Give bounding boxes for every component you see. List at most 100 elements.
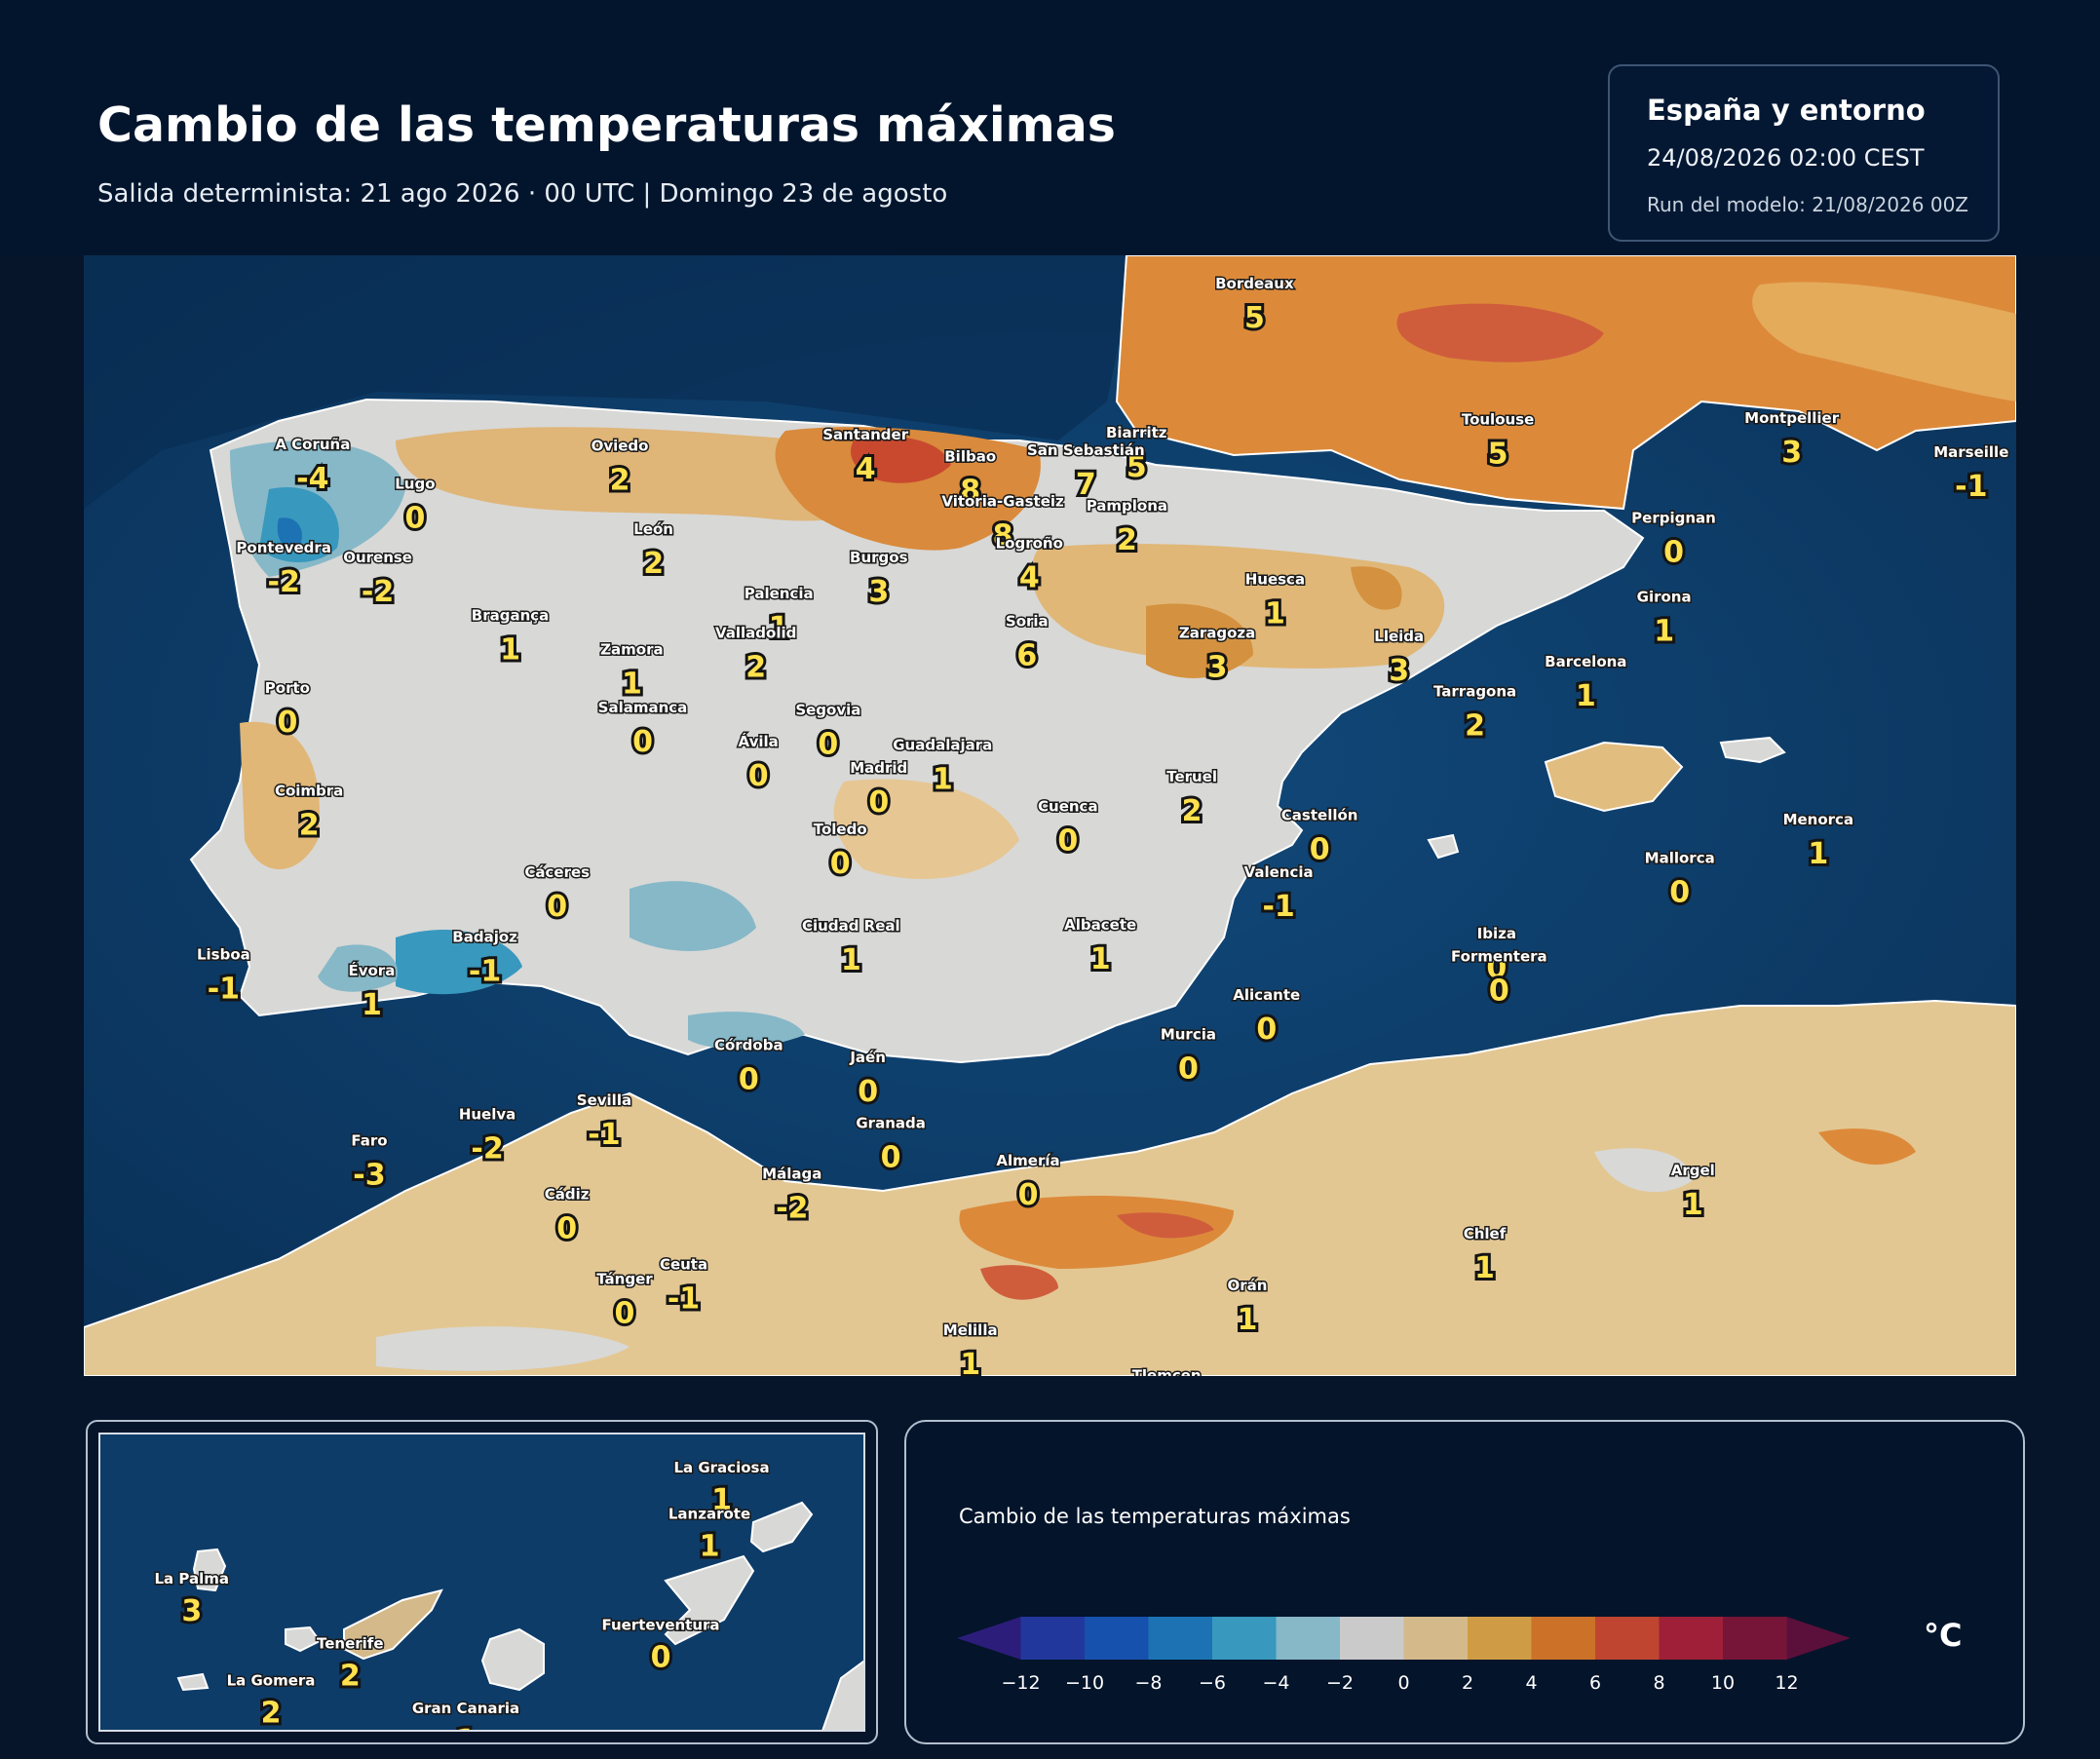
island-value-tenerife: 2	[340, 1660, 361, 1694]
island-name-la-gomera: La Gomera	[227, 1672, 316, 1690]
city-name-tarragona: Tarragona	[1433, 682, 1516, 700]
city-name-argel: Argel	[1671, 1162, 1715, 1179]
city-name-malaga: Málaga	[762, 1165, 821, 1182]
city-name-tlemcen: Tlemcen	[1132, 1366, 1202, 1376]
city-name-cadiz: Cádiz	[545, 1186, 590, 1204]
city-value-argel: 1	[1683, 1188, 1703, 1222]
legend-tick-label: −2	[1326, 1672, 1354, 1694]
canary-inset-map[interactable]: La Graciosa 1 Lanzarote 1 La Palma 3 Fuerteven…	[98, 1433, 865, 1732]
city-value-albacete: 1	[1090, 942, 1111, 976]
legend-swatch-3	[1148, 1617, 1213, 1660]
city-name-granada: Granada	[856, 1115, 926, 1132]
legend-colorbar: −12 −10 −8 −6 −4 −2 0 2 4 6 8 10 12	[957, 1617, 1851, 1694]
city-value-soria: 6	[1016, 638, 1037, 672]
legend-panel: Cambio de las temperaturas máximas −12 −1…	[904, 1420, 2025, 1744]
city-value-coimbra: 2	[299, 809, 320, 843]
city-value-ciudad-real: 1	[841, 943, 861, 977]
city-value-lleida: 3	[1389, 654, 1409, 688]
city-name-bilbao: Bilbao	[944, 448, 996, 466]
city-name-barcelona: Barcelona	[1545, 653, 1626, 670]
island-value-fuerteventura: 0	[651, 1641, 671, 1675]
city-name-cordoba: Córdoba	[714, 1037, 783, 1054]
main-map[interactable]: Bordeaux 5 Toulouse 5 Montpellier 3 Marseille -…	[84, 255, 2016, 1376]
city-value-huesca: 1	[1265, 597, 1285, 631]
city-value-almeria: 0	[1018, 1178, 1039, 1212]
info-region: España y entorno	[1647, 94, 1926, 127]
legend-unit: °C	[1924, 1617, 1963, 1654]
city-name-marseille: Marseille	[1933, 443, 2008, 461]
legend-tick-label: 0	[1397, 1672, 1409, 1694]
city-value-toledo: 0	[830, 847, 851, 881]
city-value-zamora: 1	[622, 668, 642, 702]
header-bar: Cambio de las temperaturas máximas Salid…	[0, 0, 2100, 255]
legend-arrow-high	[1786, 1617, 1851, 1660]
city-value-caceres: 0	[547, 890, 567, 924]
main-map-canvas[interactable]: Bordeaux 5 Toulouse 5 Montpellier 3 Marseille -…	[84, 255, 2016, 1376]
city-name-lleida: Lleida	[1374, 628, 1424, 645]
island-lanzarote	[749, 1501, 814, 1553]
city-name-melilla: Melilla	[943, 1321, 998, 1339]
city-value-menorca: 1	[1808, 837, 1828, 871]
city-name-jaen: Jaén	[849, 1049, 886, 1066]
anomaly-neutral-south	[376, 1326, 630, 1371]
anomaly-neutral-algeria	[1594, 1148, 1692, 1193]
city-name-albacete: Albacete	[1064, 916, 1136, 934]
city-name-teruel: Teruel	[1166, 768, 1217, 785]
city-name-biarritz: Biarritz	[1106, 424, 1167, 441]
canary-inset-panel: La Graciosa 1 Lanzarote 1 La Palma 3 Fuerteven…	[86, 1420, 878, 1744]
legend-swatch-11	[1659, 1617, 1724, 1660]
city-value-ceuta: -1	[668, 1282, 700, 1317]
land-north-africa	[84, 999, 2016, 1376]
land-menorca	[1719, 736, 1786, 764]
page-title: Cambio de las temperaturas máximas	[97, 97, 1116, 153]
city-value-leon: 2	[643, 547, 664, 581]
city-name-santander: Santander	[822, 426, 908, 443]
anomaly-cool-malaga	[688, 1012, 805, 1050]
island-value-lanzarote: 1	[700, 1530, 720, 1564]
anomaly-warm-east	[1818, 1128, 1916, 1166]
city-name-bordeaux: Bordeaux	[1215, 275, 1294, 292]
city-name-madrid: Madrid	[850, 759, 907, 777]
city-name-ceuta: Ceuta	[660, 1256, 707, 1274]
city-value-castellon: 0	[1310, 832, 1330, 866]
city-name-ibiza: Ibiza	[1477, 925, 1516, 942]
anomaly-mild-ciudadreal	[833, 779, 1019, 879]
legend-tick-label: −4	[1262, 1672, 1289, 1694]
city-value-lisboa: -1	[208, 972, 240, 1006]
city-name-porto: Porto	[265, 679, 310, 697]
anomaly-cool-cordoba	[630, 881, 756, 951]
city-name-toulouse: Toulouse	[1462, 410, 1534, 428]
city-value-huelva: -2	[471, 1132, 503, 1166]
city-name-chlef: Chlef	[1464, 1225, 1507, 1243]
city-value-ibiza: 0	[1486, 951, 1507, 985]
city-name-badajoz: Badajoz	[452, 928, 517, 945]
city-value-girona: 1	[1654, 615, 1674, 649]
legend-tick-label: −8	[1134, 1672, 1162, 1694]
city-value-oran: 1	[1238, 1303, 1258, 1337]
city-value-valencia: -1	[1262, 890, 1294, 924]
legend-tick-label: 8	[1653, 1672, 1664, 1694]
city-name-zaragoza: Zaragoza	[1179, 625, 1255, 642]
city-name-murcia: Murcia	[1161, 1025, 1216, 1043]
city-name-formentera: Formentera	[1451, 948, 1547, 966]
city-name-oviedo: Oviedo	[592, 437, 649, 454]
city-name-lugo: Lugo	[395, 476, 435, 493]
city-name-braganca: Bragança	[472, 607, 550, 625]
island-name-gran-canaria: Gran Canaria	[412, 1700, 519, 1717]
anomaly-mild-aragon	[1031, 544, 1445, 669]
city-value-biarritz: 5	[1126, 450, 1147, 484]
anomaly-colder-galicia	[277, 517, 302, 549]
land-mallorca	[1544, 741, 1684, 813]
anomaly-warm-ebro	[775, 427, 1041, 551]
legend-swatch-8	[1468, 1617, 1532, 1660]
city-name-segovia: Segovia	[795, 701, 860, 718]
city-name-soria: Soria	[1006, 612, 1049, 630]
city-value-ourense: -2	[362, 575, 394, 609]
island-la-gomera	[285, 1625, 322, 1653]
anomaly-warm-teruel	[1146, 603, 1253, 678]
anomaly-mild-coimbra	[240, 721, 320, 869]
city-value-sevilla: -1	[588, 1118, 620, 1152]
info-box: España y entorno 24/08/2026 02:00 CEST R…	[1608, 64, 2000, 242]
city-value-toulouse: 5	[1488, 437, 1508, 471]
